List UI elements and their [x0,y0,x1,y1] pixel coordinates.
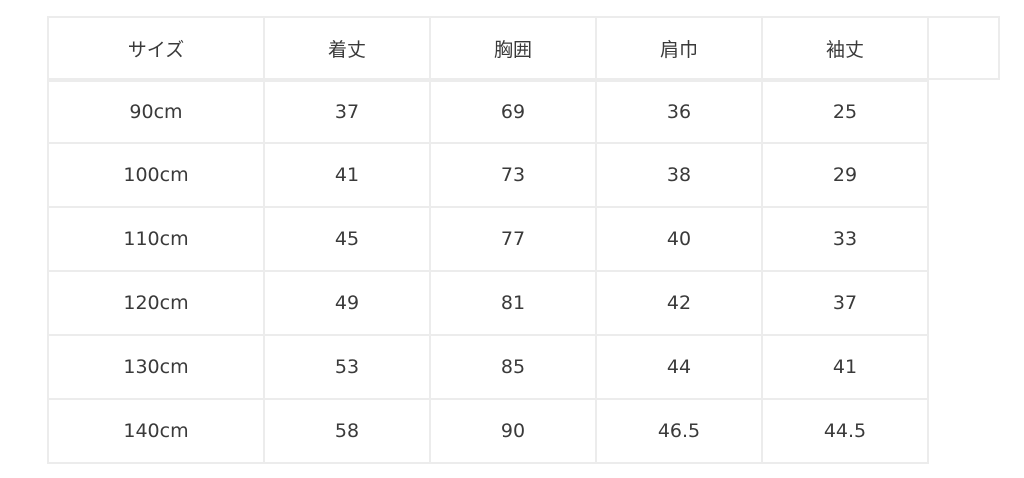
table-cell: 130cm [47,336,265,400]
table-cell: 45 [265,208,431,272]
table-row: 130cm 53 85 44 41 [47,336,1000,400]
table-cell: 42 [597,272,763,336]
table-cell: 140cm [47,400,265,464]
header-size: サイズ [47,16,265,80]
table-cell: 81 [431,272,597,336]
table-row: 100cm 41 73 38 29 [47,144,1000,208]
header-empty [929,16,1000,80]
table-cell: 36 [597,80,763,144]
table-cell: 110cm [47,208,265,272]
header-chest: 胸囲 [431,16,597,80]
table-cell: 44 [597,336,763,400]
header-sleeve: 袖丈 [763,16,929,80]
table-cell: 58 [265,400,431,464]
table-cell: 33 [763,208,929,272]
table-cell: 90cm [47,80,265,144]
table-cell: 69 [431,80,597,144]
table-cell: 40 [597,208,763,272]
table-cell: 38 [597,144,763,208]
table-row: 140cm 58 90 46.5 44.5 [47,400,1000,464]
table-row: 120cm 49 81 42 37 [47,272,1000,336]
table-header-row: サイズ 着丈 胸囲 肩巾 袖丈 [47,16,1000,80]
size-table: サイズ 着丈 胸囲 肩巾 袖丈 90cm 37 69 36 25 100cm 41 73 38 2… [47,16,1000,464]
table-cell: 77 [431,208,597,272]
table-cell: 44.5 [763,400,929,464]
table-cell: 41 [265,144,431,208]
table-cell: 41 [763,336,929,400]
table-cell: 37 [763,272,929,336]
table-cell: 73 [431,144,597,208]
table-cell: 120cm [47,272,265,336]
table-cell: 29 [763,144,929,208]
table-cell: 25 [763,80,929,144]
table-cell: 100cm [47,144,265,208]
header-length: 着丈 [265,16,431,80]
table-cell: 46.5 [597,400,763,464]
table-cell: 90 [431,400,597,464]
table-row: 110cm 45 77 40 33 [47,208,1000,272]
table-cell: 53 [265,336,431,400]
header-shoulder: 肩巾 [597,16,763,80]
table-row: 90cm 37 69 36 25 [47,80,1000,144]
table-cell: 37 [265,80,431,144]
table-cell: 85 [431,336,597,400]
table-cell: 49 [265,272,431,336]
